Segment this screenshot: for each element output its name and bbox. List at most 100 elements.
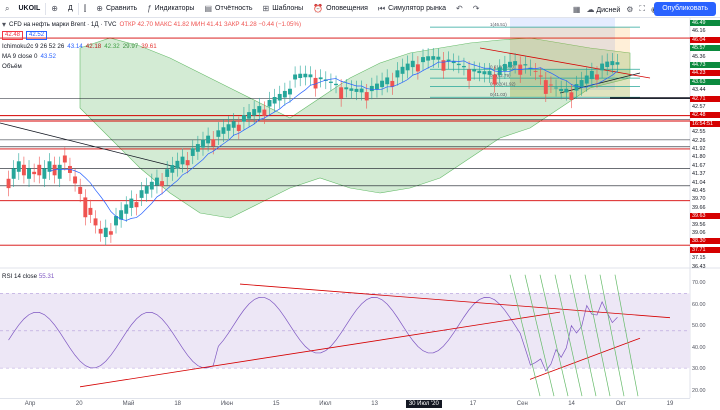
candle-body <box>497 67 502 76</box>
candle-body <box>175 160 180 169</box>
rsi-axis-label: 60.00 <box>692 301 706 308</box>
collapse-legend-icon[interactable]: ▾ <box>2 20 7 29</box>
price-axis-label: 40.45 <box>692 188 706 194</box>
candle-body <box>380 80 385 88</box>
price-axis-label: 41.04 <box>692 179 706 186</box>
candle-body <box>446 59 451 62</box>
candle-body <box>390 80 395 87</box>
settings-gear-icon[interactable]: ⚙ <box>626 4 634 14</box>
time-axis-label: 20 <box>75 401 83 407</box>
toolbar-right-group: ▦ ☁ Дисней ⚙ ⛶ ◉ <box>573 0 658 18</box>
buy-price-button[interactable]: 42.52 <box>26 31 48 40</box>
candle-body <box>11 168 16 179</box>
candle-body <box>190 148 195 156</box>
candle-body <box>410 60 415 68</box>
price-axis-label: 42.71 <box>690 95 720 102</box>
compare-icon: ⊕ <box>96 4 103 13</box>
candle-body <box>6 178 11 189</box>
candle-body <box>492 74 497 85</box>
templates-button[interactable]: ⊞ Шаблоны <box>258 0 309 18</box>
rsi-annotation-line <box>614 274 639 397</box>
candle-body <box>543 80 548 94</box>
candle-body <box>523 64 528 66</box>
candle-body <box>267 100 272 107</box>
candle-body <box>42 168 47 179</box>
candle-body <box>339 87 344 99</box>
divider <box>45 2 47 15</box>
publish-button[interactable]: Опубликовать <box>654 2 716 16</box>
candle-body <box>185 160 190 166</box>
compare-icon-button[interactable]: ⊕ <box>46 0 63 18</box>
candle-body <box>395 70 400 78</box>
candle-body <box>124 204 129 214</box>
indicators-button[interactable]: ƒ Индикаторы <box>142 0 199 18</box>
candle-body <box>461 65 466 68</box>
candle-body <box>502 63 507 71</box>
rsi-axis-label: 40.00 <box>692 344 706 351</box>
layout-label: Дисней <box>596 6 621 14</box>
candle-body <box>144 186 149 194</box>
candle-body <box>32 171 37 175</box>
candle-body <box>426 56 431 61</box>
rsi-annotation-line <box>584 274 611 397</box>
financials-button[interactable]: ▤ Отчётность <box>199 0 257 18</box>
price-axis-label: 45.57 <box>690 45 720 52</box>
legend-ohlc: ОТКР 42.70 МАКС 41.82 МИН 41.41 ЗАКР 41.… <box>119 21 302 28</box>
candle-body <box>528 67 533 69</box>
time-axis-label: Июл <box>319 401 332 407</box>
candle-body <box>569 92 574 100</box>
alerts-button[interactable]: ⏰ Оповещения <box>308 0 373 18</box>
candle-body <box>508 61 512 68</box>
compare-button[interactable]: ⊕ Сравнить <box>91 0 142 18</box>
candle-body <box>247 112 251 119</box>
price-axis-label: 42.26 <box>692 137 706 144</box>
rsi-annotation-line <box>569 274 597 397</box>
fullscreen-icon[interactable]: ⛶ <box>639 4 646 13</box>
replay-button[interactable]: ⏮ Симулятор рынка <box>373 0 451 18</box>
rsi-label: RSI 14 close <box>2 273 38 280</box>
candles-icon: ⫿ <box>83 3 87 13</box>
financials-icon: ▤ <box>204 4 212 13</box>
fib-zone <box>510 27 630 98</box>
sell-price-button[interactable]: 42.48 <box>2 31 24 40</box>
layout-grid-icon[interactable]: ▦ <box>572 4 581 14</box>
candle-body <box>595 74 599 80</box>
redo-button[interactable]: ↷ <box>468 0 485 18</box>
candle-body <box>231 121 236 128</box>
time-axis[interactable]: Апр 20 Май 18 Июн 15 Июл 13 30 Июл '20 17 Сен 14 Окт… <box>0 398 690 410</box>
candle-body <box>98 228 103 234</box>
candle-body <box>375 83 379 90</box>
chart-type-button[interactable]: ⫿ <box>79 0 92 18</box>
undo-button[interactable]: ↶ <box>451 0 468 18</box>
candle-body <box>421 57 425 63</box>
ma-label: MA 9 close 0 <box>2 53 38 60</box>
rsi-annotation-line <box>509 274 541 397</box>
candle-body <box>574 84 579 91</box>
candle-body <box>615 62 620 65</box>
candle-body <box>431 56 436 60</box>
candle-body <box>201 139 205 148</box>
candle-body <box>83 197 88 218</box>
candle-body <box>472 69 477 72</box>
candle-body <box>308 74 313 78</box>
time-axis-label: 18 <box>174 401 182 407</box>
price-axis-label: 44.23 <box>690 70 720 77</box>
symbol-search[interactable]: ⌕ UKOIL <box>0 0 45 18</box>
candle-body <box>610 61 615 66</box>
price-axis-label: 41.67 <box>692 162 706 169</box>
rsi-line <box>8 297 618 372</box>
interval-button[interactable]: Д <box>63 0 78 18</box>
price-chart-canvas[interactable]: 1(46.51)0.618(44.70)0.5(42.79)0.382(41.9… <box>0 18 720 398</box>
rsi-annotation-line <box>599 274 625 397</box>
candle-body <box>538 75 543 77</box>
candle-body <box>303 73 308 78</box>
layout-name[interactable]: ☁ Дисней <box>586 5 620 14</box>
candle-body <box>349 88 354 91</box>
candle-body <box>252 109 257 116</box>
candle-body <box>93 218 98 226</box>
time-axis-label: 15 <box>272 401 280 407</box>
candle-body <box>467 69 472 81</box>
candle-body <box>605 61 610 68</box>
candle-body <box>88 207 93 215</box>
